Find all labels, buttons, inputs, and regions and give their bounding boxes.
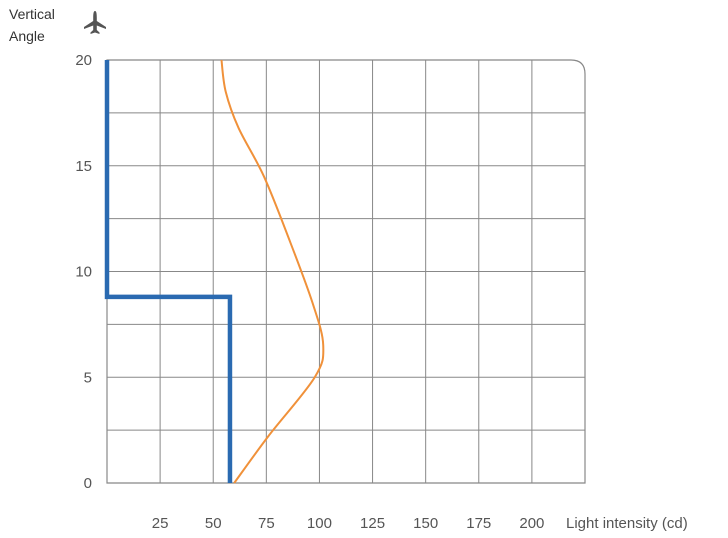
y-tick-label: 10 [75,264,92,281]
x-tick-label: 200 [519,515,544,532]
series-layer [104,59,325,484]
y-tick-label: 5 [84,369,92,386]
y-tick-label: 20 [75,52,92,69]
airplane-icon [84,11,106,34]
x-tick-label: 150 [413,515,438,532]
series-line-2 [220,59,325,484]
y-axis-title-line-2: Angle [9,28,45,44]
x-axis-title: Light intensity (cd) [566,515,688,532]
plot-border [106,59,586,484]
x-tick-label: 125 [360,515,385,532]
y-axis-title-line-1: Vertical [9,6,55,22]
y-tick-label: 0 [84,475,92,492]
grid [106,59,586,484]
y-axis-title: Vertical Angle [9,6,55,44]
series-line-1 [104,60,233,483]
x-tick-label: 50 [205,515,222,532]
x-tick-label: 75 [258,515,275,532]
y-tick-label: 15 [75,158,92,175]
x-tick-label: 100 [307,515,332,532]
x-tick-label: 175 [466,515,491,532]
y-tick-labels: 0 5 10 15 20 [75,52,92,492]
x-tick-label: 25 [152,515,169,532]
x-tick-labels: 25 50 75 100 125 150 175 200 [152,515,545,532]
